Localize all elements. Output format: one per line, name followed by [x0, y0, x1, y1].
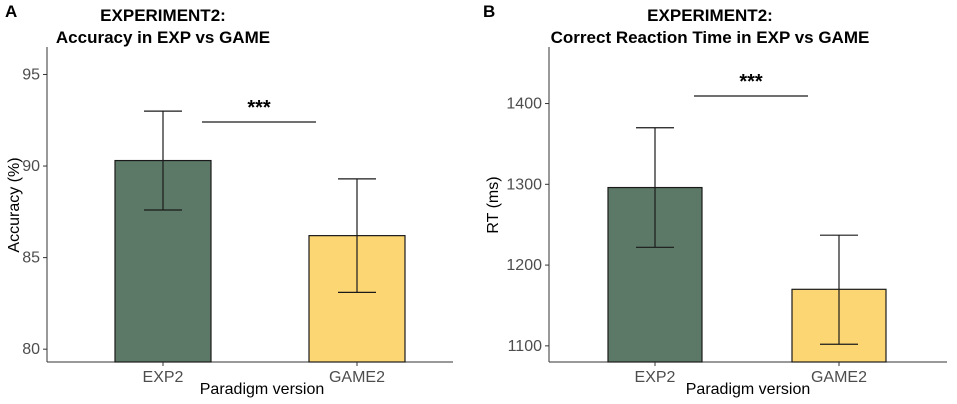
y-tick-label-b: 1200: [506, 257, 542, 274]
y-tick-label-a: 90: [22, 158, 40, 175]
plot-area-a: 80 85 90 95 EXP2 GAME2 ***: [22, 47, 453, 386]
y-tick-label-a: 80: [22, 341, 40, 358]
chart-title-b-line2: Correct Reaction Time in EXP vs GAME: [551, 28, 870, 47]
panel-a: A EXPERIMENT2: Accuracy in EXP vs GAME A…: [5, 2, 453, 398]
chart-title-a-line2: Accuracy in EXP vs GAME: [56, 28, 270, 47]
panel-letter-b: B: [483, 2, 495, 21]
x-tick-label-b: GAME2: [811, 369, 867, 386]
y-tick-label-b: 1300: [506, 176, 542, 193]
x-tick-label-b: EXP2: [635, 369, 676, 386]
plot-area-b: 1100 1200 1300 1400 EXP2 GAME2 ***: [506, 47, 947, 386]
x-axis-label-b: Paradigm version: [686, 381, 811, 398]
y-tick-label-b: 1400: [506, 96, 542, 113]
y-tick-label-a: 95: [22, 66, 40, 83]
chart-title-b-line1: EXPERIMENT2:: [647, 6, 773, 25]
y-tick-label-b: 1100: [508, 338, 543, 355]
significance-stars-b: ***: [739, 71, 763, 93]
chart-title-a-line1: EXPERIMENT2:: [100, 6, 226, 25]
x-tick-label-a: GAME2: [329, 369, 385, 386]
y-axis-label-b: RT (ms): [485, 176, 502, 233]
y-tick-label-a: 85: [22, 250, 40, 267]
significance-stars-a: ***: [247, 97, 271, 119]
panel-letter-a: A: [5, 2, 17, 21]
panel-b: B EXPERIMENT2: Correct Reaction Time in …: [483, 2, 947, 398]
x-axis-label-a: Paradigm version: [200, 381, 325, 398]
y-axis-label-a: Accuracy (%): [6, 157, 23, 252]
x-tick-label-a: EXP2: [143, 369, 184, 386]
